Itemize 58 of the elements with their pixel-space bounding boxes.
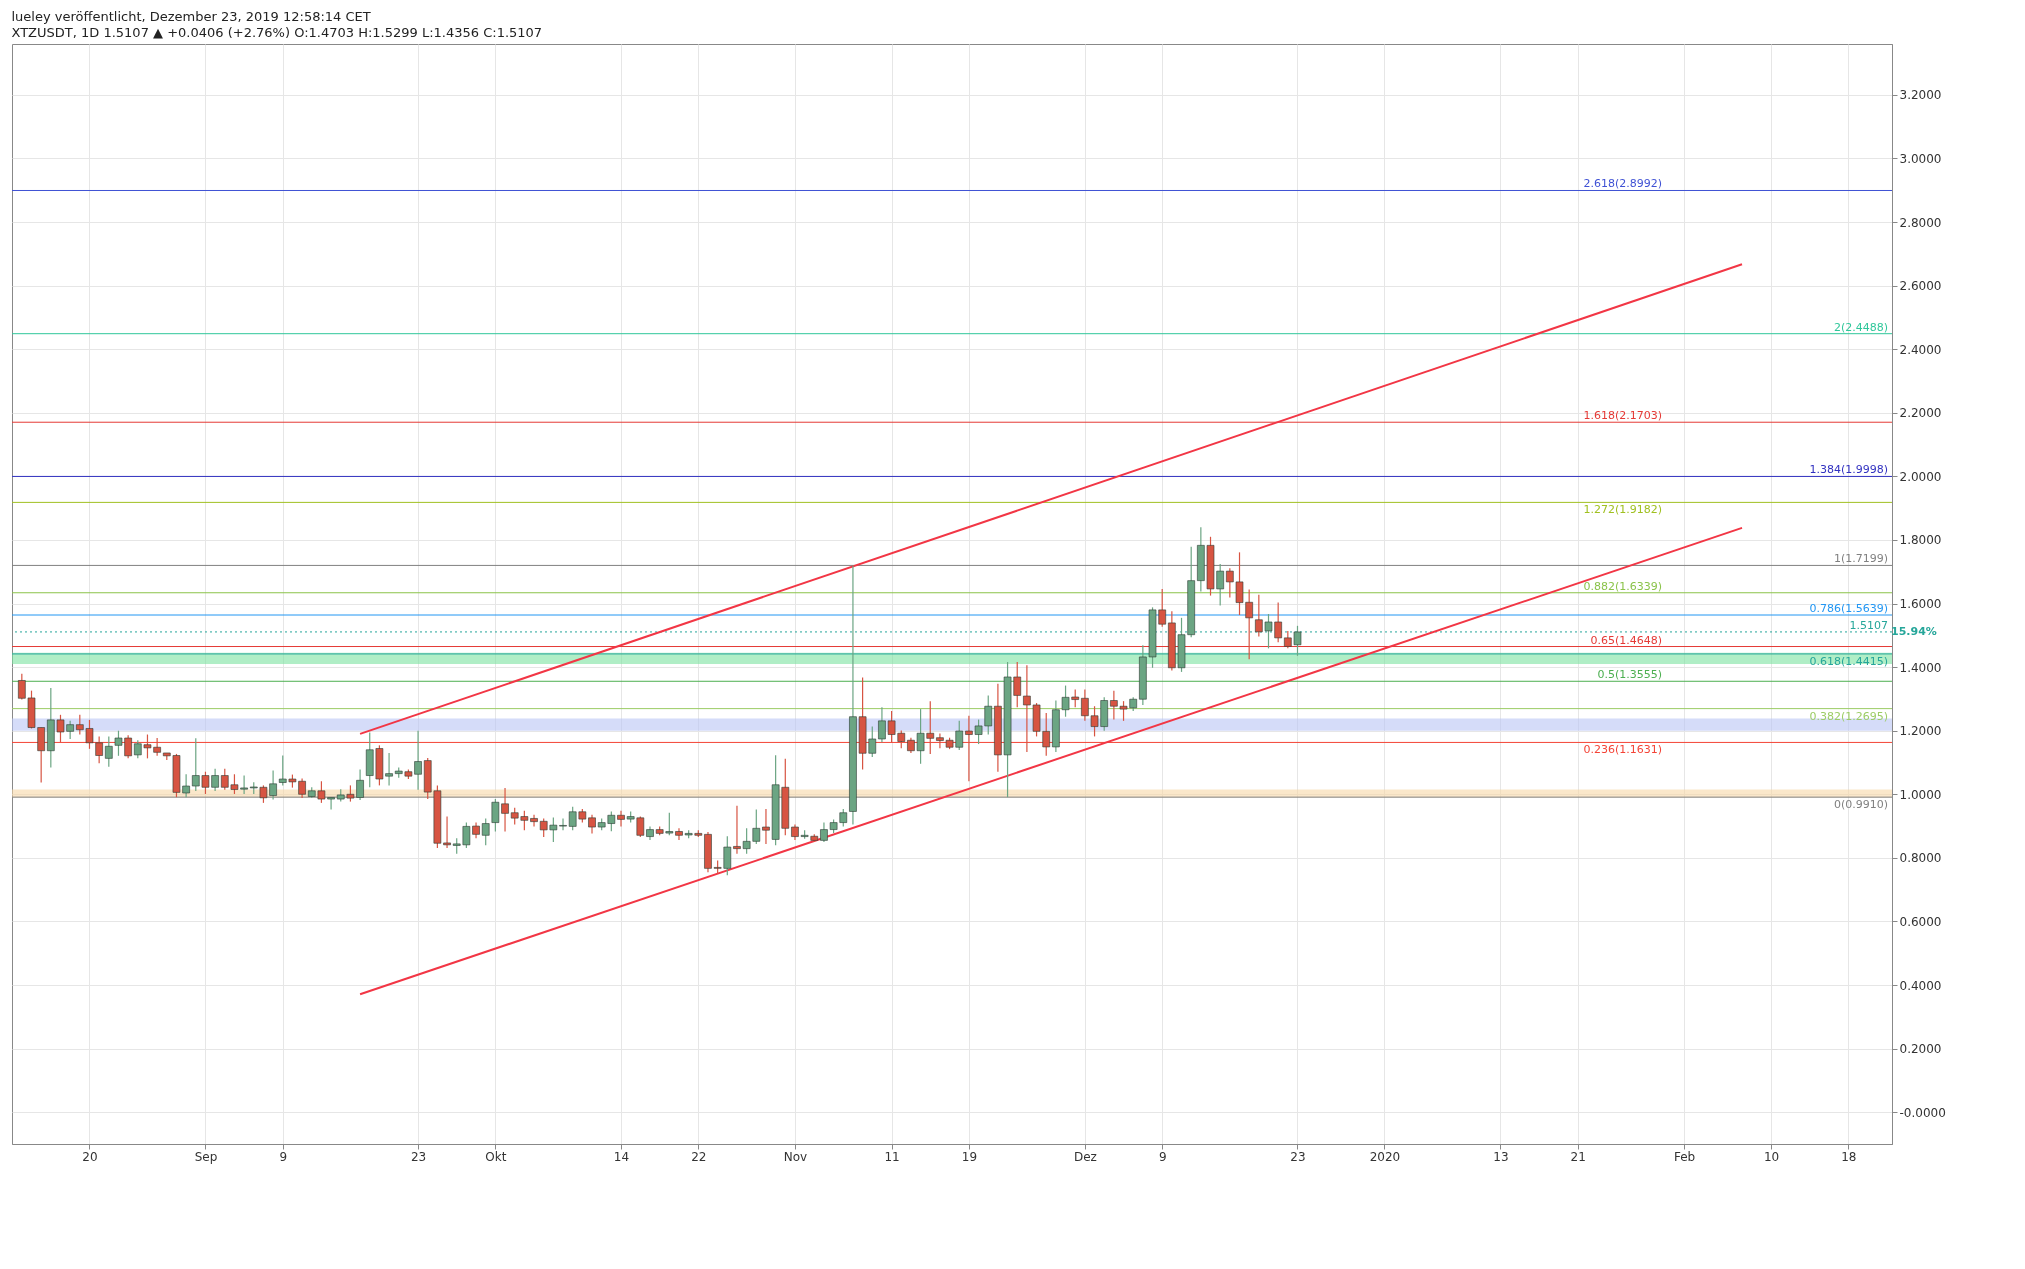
x-tick-label: Dez [1073,1149,1097,1164]
candlestick [617,810,625,827]
x-tick-label: 14 [613,1149,630,1164]
chart-subtitle: XTZUSDT, 1D 1.5107 ▲ +0.0406 (+2.76%) O:1.4703 H:1.5299 L:1.4356 C:1.5107 [11,25,543,40]
x-tick-label: 10 [1763,1149,1780,1164]
ref-line-label: 2.618(2.8992) [1583,177,1662,191]
ref-line-label: 0.236(1.1631) [1583,743,1662,757]
x-tick-label: 9 [279,1149,288,1164]
y-tick-label: 2.2000 [1899,406,1942,421]
x-tick-label: 13 [1493,1149,1509,1164]
x-tick-label: Okt [485,1149,507,1164]
ref-line-label: 1.384(1.9998) [1809,463,1888,477]
y-tick-label: 2.8000 [1899,215,1942,230]
y-tick-label: 3.0000 [1899,151,1942,166]
x-tick-label: 23 [410,1149,427,1164]
y-tick-label: 0.6000 [1899,914,1942,929]
y-tick-label: 0.4000 [1899,978,1942,993]
x-tick-label: Nov [783,1149,808,1164]
ref-line-label: 0.882(1.6339) [1583,579,1662,593]
ref-line-label: 0(0.9910) [1833,798,1888,812]
candlestick [675,827,683,841]
y-tick-label: 0.8000 [1899,851,1942,866]
x-tick-label: 18 [1841,1149,1857,1164]
candlestick [481,817,490,846]
chart-title: lueley veröffentlicht, Dezember 23, 2019 12:58:14 CET [11,9,371,24]
y-tick-label: 0.2000 [1899,1042,1942,1057]
y-tick-label: -0.0000 [1899,1105,1946,1120]
x-tick-label: 11 [884,1149,900,1164]
ref-line-label: 2(2.4488) [1833,320,1888,334]
x-tick-label: 20 [82,1149,98,1164]
ref-line-label: 0.5(1.3555) [1597,668,1662,682]
ref-line-label: 1.272(1.9182) [1583,503,1662,517]
x-tick-label: 23 [1290,1149,1306,1164]
ref-line-label: 0.786(1.5639) [1809,602,1888,616]
candlestick [105,735,113,768]
ref-line-label: 1.5107 [1849,618,1888,632]
x-tick-label: Sep [194,1149,218,1164]
ref-line-label: 0.382(1.2695) [1809,709,1888,723]
ref-line-label: 0.65(1.4648) [1590,633,1662,647]
y-tick-label: 1.4000 [1899,660,1942,675]
ref-line-label: 1(1.7199) [1833,552,1888,566]
y-tick-label: 1.2000 [1899,724,1942,739]
candlestick [588,814,596,834]
y-tick-label: 1.6000 [1899,597,1942,612]
y-tick-label: 3.2000 [1899,88,1942,103]
ref-line-label: 1.618(2.1703) [1583,409,1662,423]
annotation: 15.94% [1891,624,1937,638]
y-tick-label: 2.0000 [1899,469,1942,484]
x-tick-label: 22 [691,1149,707,1164]
x-tick-label: 2020 [1369,1149,1401,1164]
y-tick-label: 2.6000 [1899,279,1942,294]
x-tick-label: Feb [1673,1149,1696,1164]
x-tick-label: 9 [1158,1149,1167,1164]
y-tick-label: 1.8000 [1899,533,1942,548]
y-tick-label: 1.0000 [1899,787,1942,802]
x-tick-label: 19 [961,1149,978,1164]
x-tick-label: 21 [1570,1149,1586,1164]
y-tick-label: 2.4000 [1899,342,1942,357]
